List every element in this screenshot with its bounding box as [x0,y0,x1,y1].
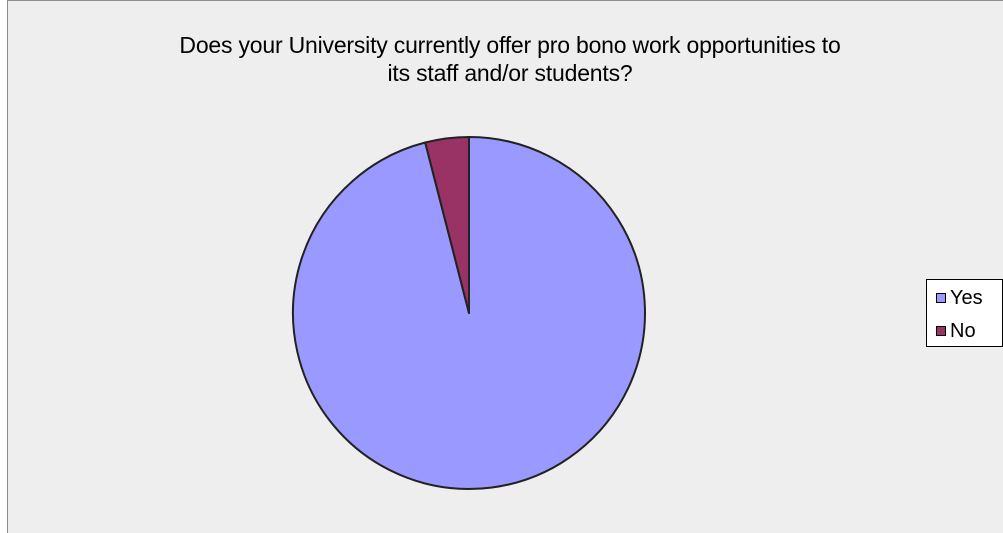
legend-label-no: No [950,319,976,342]
pie-slice-no [424,136,470,314]
chart-title-line-2: its staff and/or students? [387,60,633,86]
legend-swatch-no [936,326,946,336]
chart-title: Does your University currently offer pro… [60,31,960,87]
legend-item-yes: Yes [936,287,983,309]
legend-label-yes: Yes [950,286,983,309]
chart-title-line-1: Does your University currently offer pro… [179,32,841,58]
legend: Yes No [926,279,1003,347]
legend-swatch-yes [936,293,946,303]
pie-slice-yes [292,136,646,490]
legend-item-no: No [936,320,976,342]
